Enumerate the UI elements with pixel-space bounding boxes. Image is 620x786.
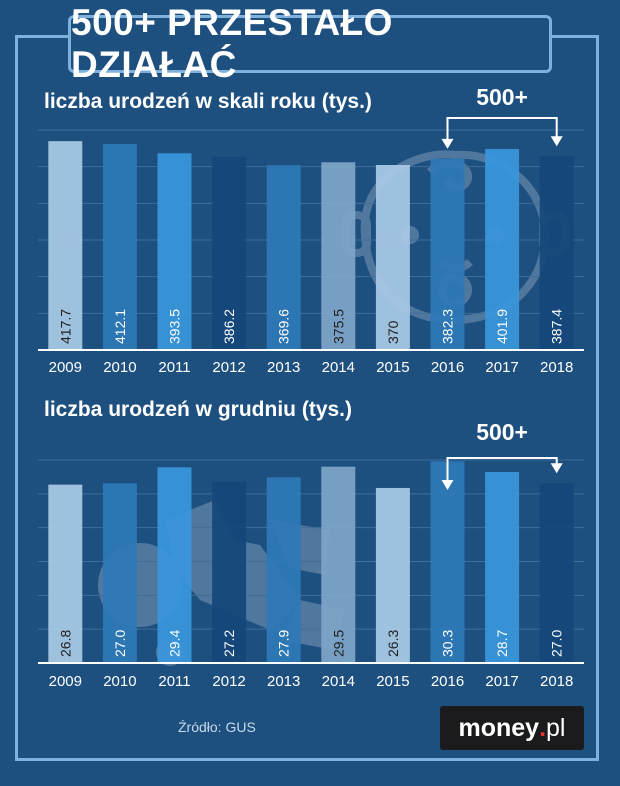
bar-value-label: 27.9 [276,630,292,657]
logo-name: money [458,713,540,742]
frame-top-left [15,35,69,38]
annotation-label: 500+ [476,419,528,445]
x-tick-label: 2013 [267,359,300,376]
bar-value-label: 401.9 [494,309,510,344]
bar-value-label: 27.0 [549,630,565,657]
x-tick-label: 2018 [540,359,573,376]
bar-value-label: 417.7 [57,309,73,344]
bar-2009 [48,484,83,663]
bar-2013 [266,165,301,350]
bar-2015 [375,487,410,663]
bar-value-label: 26.3 [385,630,401,657]
bar-2012 [212,156,247,350]
bar-2018 [539,483,574,663]
bar-value-label: 386.2 [221,309,237,344]
x-tick-label: 2011 [158,359,190,376]
bar-value-label: 370 [385,320,401,344]
x-tick-label: 2015 [376,673,409,690]
x-tick-label: 2011 [158,673,190,690]
chart-1: 417.7 2009 412.1 2010 393.5 2011 386.2 2012 369.… [38,84,584,376]
chart-2-title: liczba urodzeń w grudniu (tys.) [44,398,353,421]
x-tick-label: 2016 [431,359,464,376]
logo-tld: pl [546,713,566,742]
x-tick-label: 2014 [322,359,355,376]
bar-value-label: 27.2 [221,630,237,657]
bar-2014 [321,162,356,350]
x-tick-label: 2013 [267,673,300,690]
bar-2015 [375,165,410,350]
annotation-bracket: 500+ [441,84,563,149]
bar-2012 [212,481,247,663]
chart-2: 26.8 2009 27.0 2010 29.4 2011 27.2 2012 27.9 2013… [38,419,584,690]
logo-dot: . [539,713,547,742]
x-tick-label: 2017 [485,359,518,376]
bar-2010 [102,143,137,350]
bar-2009 [48,141,83,350]
x-tick-label: 2009 [49,359,82,376]
money-pl-logo: money. pl [440,706,584,750]
bar-value-label: 369.6 [276,309,292,344]
bar-value-label: 412.1 [112,309,128,344]
bar-2018 [539,156,574,350]
annotation-bracket: 500+ [441,419,563,490]
x-tick-label: 2018 [540,673,573,690]
annotation-label: 500+ [476,84,528,110]
bar-value-label: 27.0 [112,630,128,657]
chart-1-title: liczba urodzeń w skali roku (tys.) [44,90,372,113]
arrow-down-icon [550,136,563,147]
x-tick-label: 2015 [376,359,409,376]
x-tick-label: 2014 [322,673,355,690]
bar-value-label: 382.3 [440,309,456,344]
x-tick-label: 2012 [212,673,245,690]
bar-value-label: 387.4 [549,309,565,344]
x-tick-label: 2016 [431,673,464,690]
bar-value-label: 28.7 [494,630,510,657]
bar-2014 [321,466,356,663]
bar-value-label: 30.3 [440,630,456,657]
bar-value-label: 29.4 [167,630,183,657]
x-tick-label: 2012 [212,359,245,376]
bar-2016 [430,158,465,350]
x-tick-label: 2009 [49,673,82,690]
page-title: 500+ PRZESTAŁO DZIAŁAĆ [68,2,552,85]
bar-2017 [485,149,520,350]
bar-2016 [430,461,465,663]
frame-top-right [551,35,599,38]
bar-2011 [157,153,192,350]
x-tick-label: 2010 [103,359,136,376]
arrow-down-icon [441,138,454,149]
bar-value-label: 393.5 [167,309,183,344]
bar-value-label: 375.5 [330,309,346,344]
bar-value-label: 29.5 [330,630,346,657]
arrow-down-icon [441,480,454,490]
x-tick-label: 2010 [103,673,136,690]
bar-2010 [102,483,137,663]
x-tick-label: 2017 [485,673,518,690]
bar-2017 [485,471,520,663]
arrow-down-icon [550,463,563,474]
bar-2011 [157,467,192,663]
outer-frame [15,35,599,761]
bar-2013 [266,477,301,663]
bar-value-label: 26.8 [57,630,73,657]
source-note: Źródło: GUS [178,719,256,735]
